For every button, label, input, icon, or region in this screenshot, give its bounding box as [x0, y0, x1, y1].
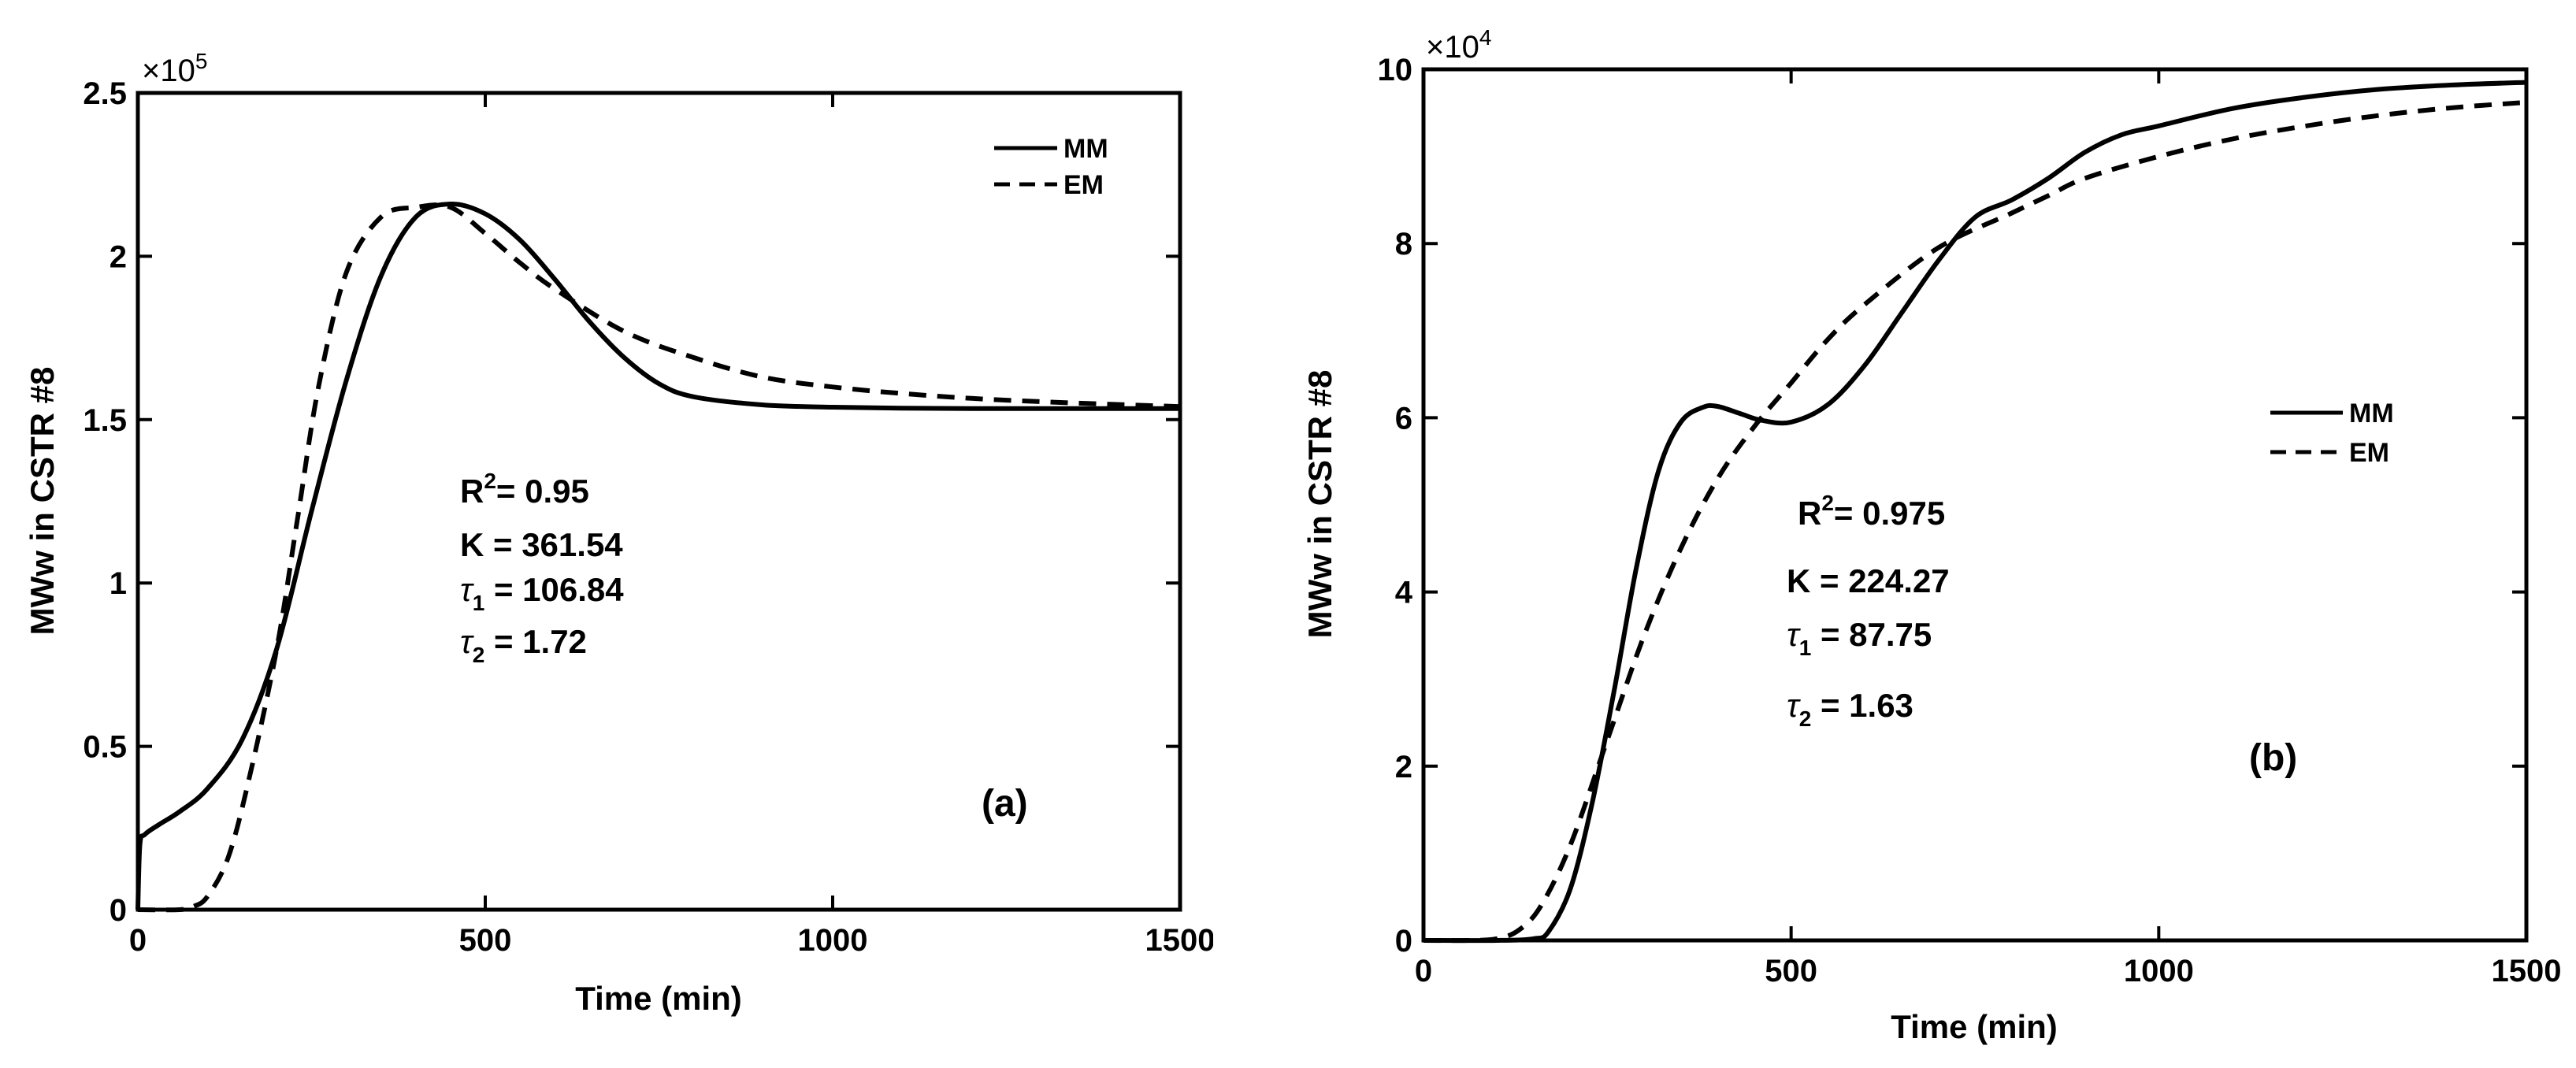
chart-b-stats: R2= 0.975 K = 224.27 τ1 = 87.75 τ2 = 1.6…	[1787, 491, 1950, 731]
chart-b-axes-box	[1421, 67, 2529, 943]
chart-a-ytick-label: 0	[109, 893, 127, 928]
chart-b-ytick-label: 6	[1395, 401, 1412, 436]
chart-a-xtick-label: 500	[459, 923, 512, 958]
chart-a-tau1: τ1 = 106.84	[460, 571, 624, 615]
chart-a-legend-em-label: EM	[1063, 170, 1104, 200]
chart-b-ytick-label: 10	[1378, 53, 1413, 87]
chart-b-series	[1423, 80, 2527, 944]
chart-b-k: K = 224.27	[1787, 562, 1950, 599]
chart-a-series-mm	[135, 201, 1180, 910]
chart-b-xtick-label: 1000	[2124, 954, 2194, 988]
chart-a-ytick-label: 2	[109, 239, 127, 274]
chart-a-ytick-label: 2.5	[83, 76, 127, 111]
chart-a-k: K = 361.54	[460, 526, 623, 563]
chart-panel-b: 0 500 1000 1500 0 2 4 6 8 10 ×104 Time (min) MWw …	[1260, 0, 2576, 1068]
chart-a-legend: MM EM	[994, 134, 1108, 200]
chart-b-panel-label: (b)	[2249, 737, 2297, 779]
chart-b-svg: 0 500 1000 1500 0 2 4 6 8 10 ×104 Time (min) MWw …	[1301, 25, 2562, 1045]
chart-a-series	[135, 201, 1181, 913]
chart-a-svg: 0 500 1000 1500 0 0.5 1 1.5 2 2.5 ×105 Time (min)…	[24, 49, 1213, 1017]
chart-a-r2: R2= 0.95	[460, 469, 589, 510]
chart-b-series-em	[1423, 100, 2527, 944]
chart-a-xtick-label: 1000	[798, 923, 868, 958]
chart-a-ylabel: MWw in CSTR #8	[24, 367, 61, 636]
chart-b-ytick-label: 0	[1395, 924, 1412, 959]
chart-a-xtick-label: 0	[129, 923, 147, 958]
chart-a-stats: R2= 0.95 K = 361.54 τ1 = 106.84 τ2 = 1.7…	[460, 469, 624, 667]
chart-b-ytick-label: 4	[1395, 576, 1413, 610]
chart-b-r2: R2= 0.975	[1798, 491, 1945, 532]
chart-b-legend-em-label: EM	[2349, 438, 2389, 468]
chart-panel-a: 0 500 1000 1500 0 0.5 1 1.5 2 2.5 ×105 Time (min)…	[0, 0, 1213, 1068]
chart-b-xtick-label: 0	[1415, 954, 1432, 988]
chart-b-ytick-label: 8	[1395, 227, 1412, 261]
chart-a-legend-mm-label: MM	[1063, 134, 1108, 164]
chart-a-ticks: 0 500 1000 1500 0 0.5 1 1.5 2 2.5	[83, 76, 1213, 958]
chart-a-xlabel: Time (min)	[575, 980, 742, 1017]
chart-a-tau2: τ2 = 1.72	[460, 623, 587, 667]
chart-b-xtick-label: 1500	[2492, 954, 2562, 988]
chart-b-ylabel: MWw in CSTR #8	[1301, 370, 1338, 639]
chart-b-legend: MM EM	[2270, 399, 2394, 468]
chart-b-ytick-label: 2	[1395, 750, 1412, 784]
chart-b-y-multiplier: ×104	[1426, 25, 1491, 65]
chart-b-legend-mm-label: MM	[2349, 399, 2394, 428]
chart-a-ytick-label: 1.5	[83, 403, 127, 438]
chart-b-ticks: 0 500 1000 1500 0 2 4 6 8 10	[1378, 53, 2562, 988]
chart-a-panel-label: (a)	[982, 783, 1028, 825]
chart-b-xlabel: Time (min)	[1891, 1008, 2058, 1045]
chart-a-xtick-label: 1500	[1145, 923, 1213, 958]
chart-a-ytick-label: 0.5	[83, 730, 127, 765]
chart-b-tau2: τ2 = 1.63	[1787, 687, 1913, 731]
chart-a-axes-box	[135, 91, 1182, 912]
chart-a-ytick-label: 1	[109, 566, 127, 601]
chart-b-tau1: τ1 = 87.75	[1787, 616, 1932, 660]
chart-b-xtick-label: 500	[1765, 954, 1817, 988]
chart-a-y-multiplier: ×105	[142, 49, 207, 88]
chart-b-series-mm	[1423, 80, 2527, 944]
